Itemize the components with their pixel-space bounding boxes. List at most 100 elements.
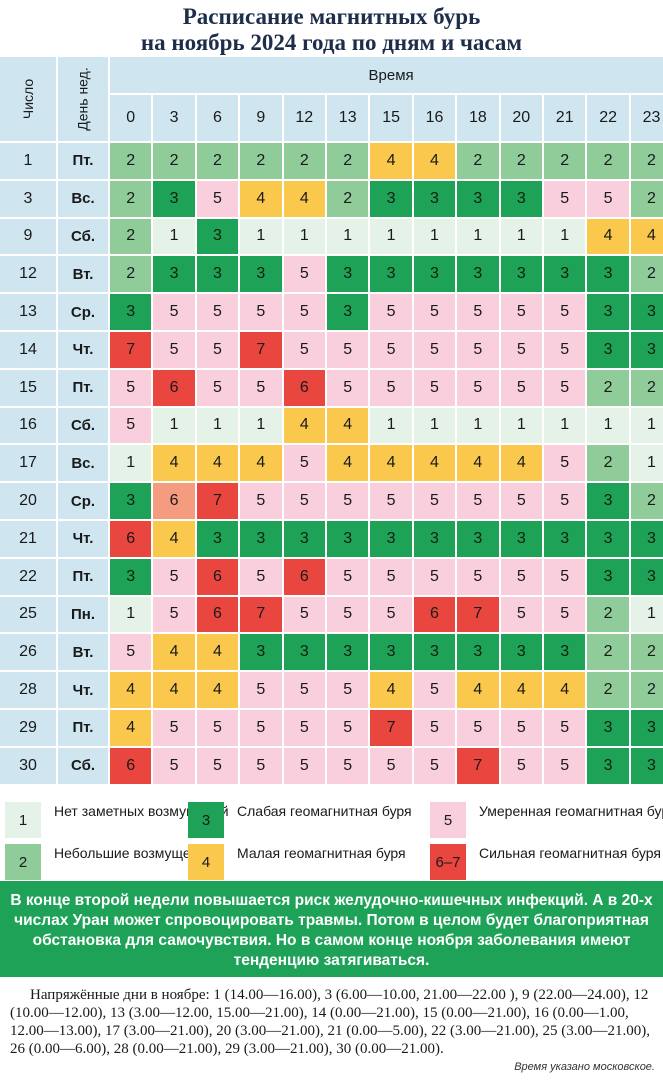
value-cell: 1: [110, 596, 152, 633]
weekday-cell-28: Чт.: [58, 672, 108, 708]
legend-label: Малая геомагнитная буря: [237, 845, 406, 861]
value-cell: 5: [240, 294, 282, 330]
value-cell: 4: [240, 445, 282, 482]
value-cell: 2: [587, 445, 629, 482]
hour-header-15: 15: [370, 95, 412, 141]
title-line-1: Расписание магнитных бурь: [182, 4, 481, 29]
value-cell: 5: [153, 558, 195, 595]
value-cell: 2: [630, 634, 663, 671]
weekday-cell-17: Вс.: [58, 445, 108, 482]
value-cell: 1: [153, 407, 195, 444]
value-cell: 5: [283, 672, 325, 708]
value-cell: 3: [327, 634, 369, 671]
value-cell: 3: [500, 180, 542, 217]
value-cell: 5: [457, 558, 499, 595]
value-cell: 1: [457, 218, 499, 255]
value-cell: 5: [327, 332, 369, 368]
value-cell: 5: [240, 747, 282, 784]
value-cell: 5: [370, 483, 412, 519]
value-cell: 2: [630, 483, 663, 519]
value-cell: 2: [283, 143, 325, 179]
hour-header-0: 0: [110, 95, 152, 141]
value-cell: 2: [587, 672, 629, 708]
value-cell: 4: [413, 143, 456, 179]
value-cell: 5: [413, 558, 456, 595]
value-cell: 5: [283, 332, 325, 368]
weekday-cell-9: Сб.: [58, 218, 108, 255]
value-cell: 2: [587, 369, 629, 406]
value-cell: 1: [283, 218, 325, 255]
day-cell-17: 17: [0, 445, 56, 482]
value-cell: 5: [413, 747, 456, 784]
value-cell: 3: [283, 521, 325, 557]
legend: 1 Нет заметных возмущений 3 Слабая геомагни…: [0, 796, 663, 882]
value-cell: 4: [327, 445, 369, 482]
value-cell: 5: [283, 483, 325, 519]
value-cell: 5: [370, 332, 412, 368]
value-cell: 3: [544, 521, 586, 557]
title-line-2: на ноябрь 2024 года по дням и часам: [140, 30, 523, 55]
value-cell: 5: [370, 747, 412, 784]
value-cell: 4: [327, 407, 369, 444]
value-cell: 5: [457, 294, 499, 330]
value-cell: 3: [153, 180, 195, 217]
legend-swatch: 6–7: [430, 844, 466, 880]
legend-item: 3 Слабая геомагнитная буря: [188, 802, 437, 838]
value-cell: 3: [413, 180, 456, 217]
value-cell: 2: [587, 634, 629, 671]
value-cell: 5: [153, 596, 195, 633]
value-cell: 6: [196, 558, 239, 595]
value-cell: 4: [196, 445, 239, 482]
value-cell: 4: [370, 672, 412, 708]
value-cell: 1: [544, 407, 586, 444]
value-cell: 5: [500, 369, 542, 406]
weekday-cell-16: Сб.: [58, 407, 108, 444]
day-cell-30: 30: [0, 747, 56, 784]
value-cell: 5: [240, 369, 282, 406]
value-cell: 3: [110, 558, 152, 595]
value-cell: 3: [240, 634, 282, 671]
value-cell: 5: [544, 369, 586, 406]
value-cell: 3: [630, 710, 663, 746]
value-cell: 2: [327, 143, 369, 179]
header-day-label: Число: [19, 78, 36, 120]
value-cell: 5: [500, 483, 542, 519]
tense-days-list: Напряжённые дни в ноябре: 1 (14.00—16.00…: [10, 986, 655, 1058]
value-cell: 3: [196, 256, 239, 293]
day-cell-21: 21: [0, 521, 56, 557]
value-cell: 6: [153, 369, 195, 406]
legend-item: 4 Малая геомагнитная буря: [188, 844, 437, 880]
value-cell: 5: [544, 710, 586, 746]
value-cell: 3: [327, 256, 369, 293]
day-cell-29: 29: [0, 710, 56, 746]
value-cell: 5: [457, 710, 499, 746]
value-cell: 4: [153, 521, 195, 557]
value-cell: 3: [153, 256, 195, 293]
header-day: Число: [0, 57, 56, 141]
value-cell: 5: [327, 710, 369, 746]
value-cell: 5: [196, 294, 239, 330]
value-cell: 5: [544, 596, 586, 633]
value-cell: 5: [327, 558, 369, 595]
value-cell: 6: [153, 483, 195, 519]
value-cell: 5: [283, 294, 325, 330]
value-cell: 5: [240, 710, 282, 746]
value-cell: 5: [196, 747, 239, 784]
value-cell: 1: [500, 407, 542, 444]
value-cell: 4: [413, 445, 456, 482]
value-cell: 3: [327, 294, 369, 330]
weekday-cell-3: Вс.: [58, 180, 108, 217]
value-cell: 5: [283, 256, 325, 293]
weekday-cell-29: Пт.: [58, 710, 108, 746]
legend-swatch: 3: [188, 802, 224, 838]
value-cell: 5: [413, 294, 456, 330]
value-cell: 6: [413, 596, 456, 633]
value-cell: 3: [630, 521, 663, 557]
value-cell: 5: [457, 483, 499, 519]
value-cell: 6: [196, 596, 239, 633]
value-cell: 4: [457, 672, 499, 708]
value-cell: 7: [457, 747, 499, 784]
value-cell: 3: [413, 521, 456, 557]
value-cell: 3: [587, 483, 629, 519]
value-cell: 7: [370, 710, 412, 746]
